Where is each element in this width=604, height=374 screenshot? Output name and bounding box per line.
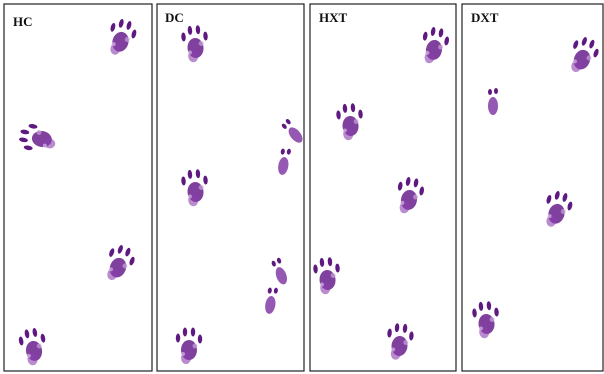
panel-frame (157, 4, 304, 371)
panel-label: HXT (319, 10, 348, 25)
panel-hc: HC (4, 4, 152, 371)
figure: HC DC HXT DXT (0, 0, 604, 374)
panel-hxt: HXT (310, 4, 456, 371)
panel-dxt: DXT (462, 4, 603, 371)
panel-label: DC (165, 10, 184, 25)
panel-label: DXT (471, 10, 499, 25)
panel-label: HC (13, 14, 33, 29)
panel-dc: DC (157, 4, 305, 371)
panel-frame (4, 4, 152, 371)
